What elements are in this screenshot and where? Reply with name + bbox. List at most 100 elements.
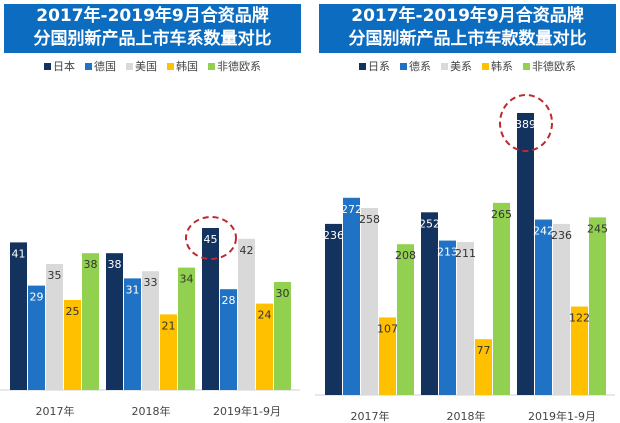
bar	[160, 314, 177, 390]
legend-item: 非德欧系	[208, 60, 261, 73]
legend-item: 德国	[85, 60, 116, 73]
data-label: 236	[551, 229, 572, 242]
data-label: 30	[276, 287, 290, 300]
data-label: 265	[491, 208, 512, 221]
right-chart-title: 2017年-2019年9月合资品牌 分国别新产品上市车款数量对比	[319, 4, 616, 53]
data-label: 41	[12, 247, 26, 260]
data-label: 42	[240, 244, 254, 257]
data-label: 29	[30, 291, 44, 304]
data-label: 45	[204, 233, 218, 246]
highlight-circle	[499, 93, 553, 152]
right-chart-panel: 2017年-2019年9月合资品牌 分国别新产品上市车款数量对比 日系 德系 美系 韩系…	[315, 0, 620, 423]
category-label: 2018年	[447, 409, 486, 423]
bar	[46, 264, 63, 390]
legend-item: 韩国	[167, 60, 198, 73]
bar	[220, 289, 237, 390]
data-label: 245	[587, 222, 608, 235]
legend-label: 韩系	[491, 60, 513, 73]
left-chart-svg: 41 29 35 25 38 2017年 38 31 33 21 34 2018年 45 28 42 24 30…	[0, 216, 300, 418]
legend-swatch	[359, 63, 366, 70]
bar	[10, 242, 27, 390]
title-line: 2017年-2019年9月合资品牌	[36, 6, 269, 26]
data-label: 236	[323, 229, 344, 242]
legend-swatch	[523, 63, 530, 70]
legend-item: 日本	[44, 60, 75, 73]
data-label: 211	[455, 247, 476, 260]
data-label: 24	[258, 309, 272, 322]
legend-swatch	[400, 63, 407, 70]
data-label: 21	[162, 319, 176, 332]
bar	[142, 271, 159, 390]
data-label: 258	[359, 213, 380, 226]
legend-item: 非德欧系	[523, 60, 576, 73]
bar	[274, 282, 291, 390]
category-label: 2018年	[132, 404, 171, 418]
data-label: 38	[84, 258, 98, 271]
bar	[28, 285, 45, 390]
data-label: 252	[419, 217, 440, 230]
bar	[202, 228, 219, 390]
legend-label: 日系	[368, 60, 390, 73]
data-label: 107	[377, 322, 398, 335]
legend-label: 韩国	[176, 60, 198, 73]
legend-label: 日本	[53, 60, 75, 73]
left-chart-title: 2017年-2019年9月合资品牌 分国别新产品上市车系数量对比	[4, 4, 301, 53]
bar	[535, 219, 552, 395]
category-label: 2017年	[36, 404, 75, 418]
bar	[517, 112, 534, 395]
data-label: 28	[222, 294, 236, 307]
data-label: 77	[477, 344, 491, 357]
bar	[82, 253, 99, 390]
legend-label: 德系	[409, 60, 431, 73]
legend-item: 韩系	[482, 60, 513, 73]
right-legend: 日系 德系 美系 韩系 非德欧系	[315, 58, 620, 74]
bar	[571, 306, 588, 395]
bar	[256, 303, 273, 390]
category-label: 2019年1-9月	[528, 409, 596, 423]
data-label: 213	[437, 246, 458, 259]
data-label: 38	[108, 258, 122, 271]
legend-label: 非德欧系	[532, 60, 576, 73]
category-label: 2017年	[351, 409, 390, 423]
data-label: 34	[180, 273, 194, 286]
legend-item: 美国	[126, 60, 157, 73]
legend-swatch	[126, 63, 133, 70]
title-line: 2017年-2019年9月合资品牌	[351, 6, 584, 26]
bar	[343, 197, 360, 395]
data-label: 35	[48, 269, 62, 282]
legend-label: 美系	[450, 60, 472, 73]
legend-item: 日系	[359, 60, 390, 73]
legend-item: 美系	[441, 60, 472, 73]
legend-swatch	[208, 63, 215, 70]
data-label: 272	[341, 203, 362, 216]
bar	[397, 244, 414, 395]
legend-swatch	[441, 63, 448, 70]
legend-label: 非德欧系	[217, 60, 261, 73]
title-line: 分国别新产品上市车款数量对比	[348, 29, 587, 49]
legend-swatch	[482, 63, 489, 70]
legend-label: 德国	[94, 60, 116, 73]
legend-swatch	[167, 63, 174, 70]
data-label: 25	[66, 305, 80, 318]
bar	[106, 253, 123, 390]
bar	[64, 300, 81, 390]
bar	[553, 223, 570, 395]
highlight-circle	[185, 216, 237, 260]
bar	[178, 267, 195, 390]
left-chart-panel: 2017年-2019年9月合资品牌 分国别新产品上市车系数量对比 日本 德国 美国 韩国…	[0, 0, 305, 423]
data-label: 208	[395, 249, 416, 262]
data-label: 31	[126, 283, 140, 296]
bar	[238, 238, 255, 390]
bar	[124, 278, 141, 390]
bar	[379, 317, 396, 395]
category-label: 2019年1-9月	[213, 404, 281, 418]
bar	[439, 240, 456, 395]
data-label: 389	[515, 118, 536, 131]
data-label: 33	[144, 276, 158, 289]
bar	[325, 223, 342, 395]
bar	[421, 212, 438, 395]
bar	[589, 217, 606, 395]
legend-item: 德系	[400, 60, 431, 73]
bar	[475, 339, 492, 395]
